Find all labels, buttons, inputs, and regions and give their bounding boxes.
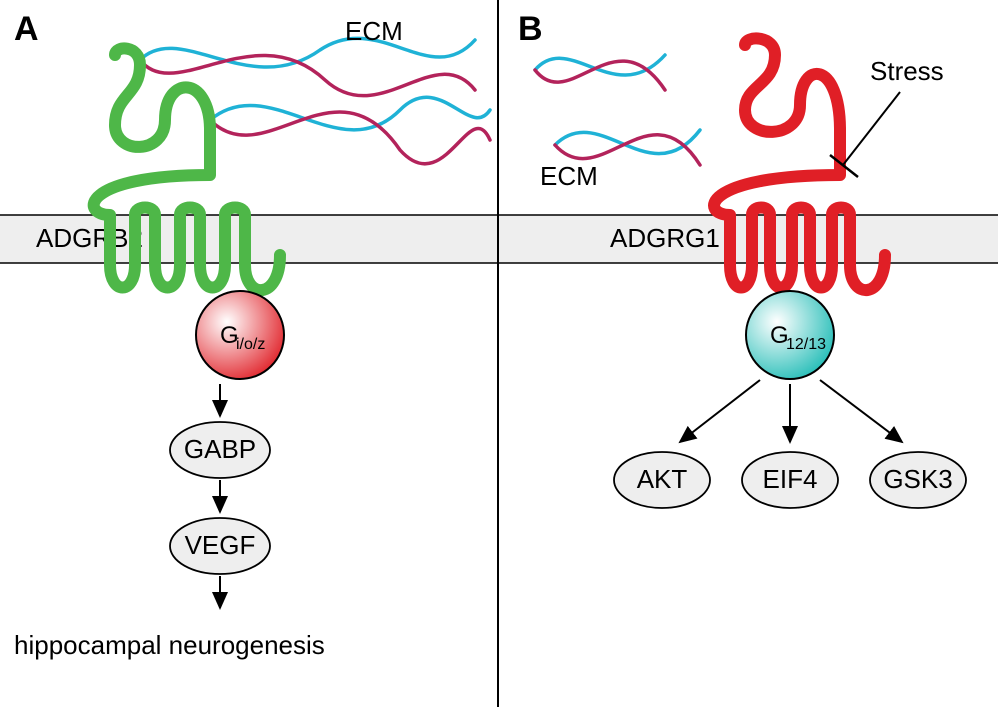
ecm-strand xyxy=(210,112,490,164)
ecm-strand xyxy=(140,38,475,67)
cascade-node-label: GABP xyxy=(184,434,256,464)
diagram-svg: AADGRB2ECMGi/o/zGABPVEGFhippocampal neur… xyxy=(0,0,998,707)
cascade-node-label: VEGF xyxy=(185,530,256,560)
panel-label-B: B xyxy=(518,10,543,48)
outcome-text: hippocampal neurogenesis xyxy=(14,630,325,660)
panel-label-A: A xyxy=(14,10,39,48)
g-protein xyxy=(196,291,284,379)
stress-label: Stress xyxy=(870,56,944,86)
stress-line xyxy=(843,92,900,165)
g-protein-sublabel: 12/13 xyxy=(786,336,826,353)
g-protein xyxy=(746,291,834,379)
target-node-label: AKT xyxy=(637,464,688,494)
ecm-strand xyxy=(535,61,665,90)
membrane-label: ADGRB2 xyxy=(36,223,143,253)
target-node-label: GSK3 xyxy=(883,464,952,494)
signal-arrow xyxy=(820,380,902,442)
signal-arrow xyxy=(680,380,760,442)
target-node-label: EIF4 xyxy=(763,464,818,494)
g-protein-sublabel: i/o/z xyxy=(236,336,265,353)
ecm-label: ECM xyxy=(540,161,598,191)
membrane-label: ADGRG1 xyxy=(610,223,720,253)
figure: { "canvas": {"width":998,"height":707,"b… xyxy=(0,0,998,707)
ecm-label: ECM xyxy=(345,16,403,46)
